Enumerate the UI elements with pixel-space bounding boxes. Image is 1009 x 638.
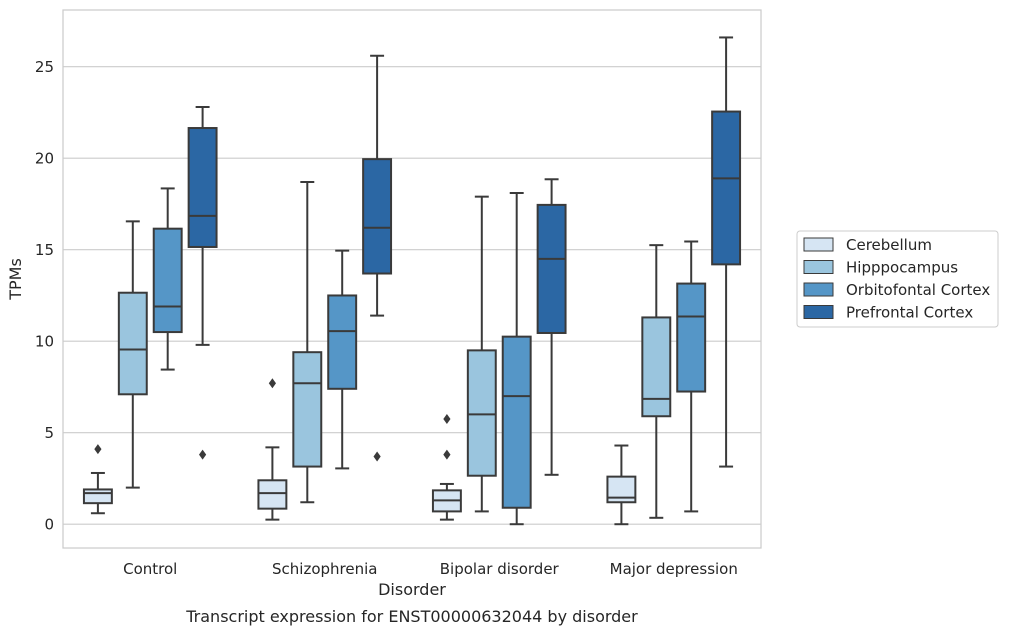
legend: Cerebellum Hipppocampus Orbitofontal Corte… [796,230,999,328]
box-group [117,220,148,489]
box [466,349,497,477]
box [187,127,218,248]
box-group [152,187,183,371]
box-group [327,249,358,470]
box [257,479,288,510]
x-tick-label: Bipolar disorder [440,560,560,578]
chart-caption: Transcript expression for ENST0000063204… [185,607,638,626]
x-tick-label: Control [123,560,177,578]
box [292,351,323,468]
y-tick-labels: 0 5 10 15 20 25 [35,58,54,533]
legend-frame [796,230,999,328]
box-group [711,36,742,468]
box-group [536,178,567,476]
box-group [292,181,323,504]
box-group [257,378,288,521]
x-tick-label: Major depression [610,560,738,578]
legend-label: Hipppocampus [846,259,958,277]
x-axis-label: Disorder [378,580,446,599]
legend-swatch [803,282,834,297]
x-tick-label: Schizophrenia [272,560,377,578]
y-tick-label: 25 [35,58,54,76]
box-group [362,54,393,462]
box [501,335,532,509]
y-tick-label: 0 [44,516,54,534]
y-tick-label: 20 [35,150,54,168]
box [711,110,742,266]
box-layer [82,36,742,526]
x-tick-labels: Control Schizophrenia Bipolar disorder Majo… [123,560,738,578]
legend-label: Orbitofontal Cortex [846,281,990,299]
y-tick-label: 5 [44,424,54,442]
outlier-point [443,449,451,460]
box-group [641,244,672,519]
outlier-point [373,451,381,462]
legend-items: Cerebellum Hipppocampus Orbitofontal Corte… [803,236,990,322]
y-axis-label: TPMs [6,258,25,301]
box [362,158,393,275]
box [676,282,707,393]
box [536,203,567,334]
legend-swatch [803,305,834,319]
y-tick-label: 15 [35,241,54,259]
plot-frame [62,9,762,549]
box-group [431,413,462,521]
legend-label: Prefrontal Cortex [846,304,973,322]
legend-swatch [803,260,834,274]
box-group [82,444,113,515]
legend-swatch [803,237,834,252]
box-group [187,105,218,460]
outlier-point [94,444,102,455]
outlier-point [268,378,276,389]
box [152,227,183,334]
box [82,488,113,505]
outlier-point [443,413,451,424]
box-group [501,191,532,526]
legend-label: Cerebellum [846,236,932,254]
box-group [606,444,637,526]
y-tick-label: 10 [35,333,54,351]
outlier-point [199,449,207,460]
box [327,294,358,390]
box [117,291,148,396]
box-group [466,195,497,513]
box [641,316,672,418]
box-group [676,240,707,513]
